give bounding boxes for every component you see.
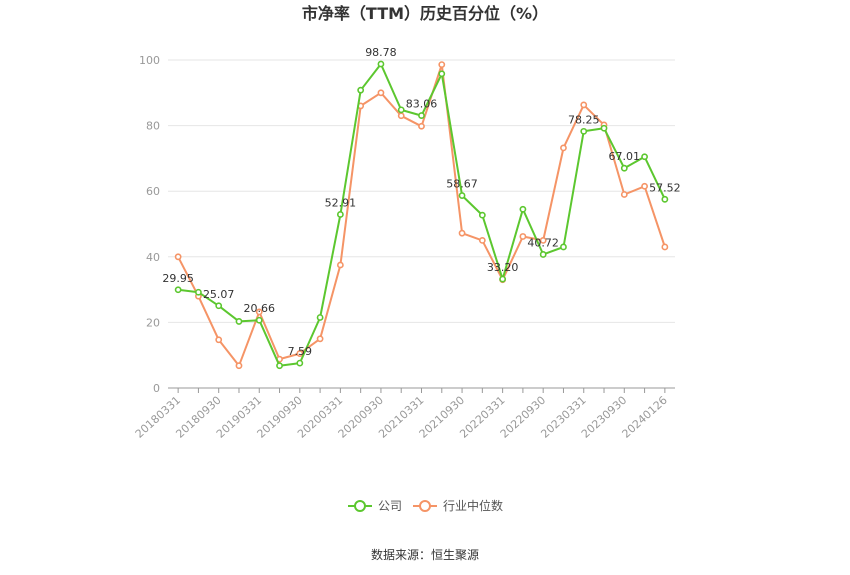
data-point (215, 302, 223, 310)
data-label: 20.66 (244, 302, 276, 315)
y-tick-label: 100 (139, 54, 160, 67)
data-label: 7.59 (288, 345, 313, 358)
data-label: 83.06 (406, 98, 438, 111)
data-label: 57.52 (649, 181, 681, 194)
data-point (620, 191, 628, 198)
data-point (397, 112, 405, 120)
data-point (174, 253, 182, 261)
data-point (539, 251, 547, 258)
data-point (316, 314, 324, 321)
data-point (377, 89, 385, 97)
legend-item-1[interactable]: 行业中位数 (413, 498, 503, 513)
data-source: 数据来源：恒生聚源 (371, 547, 479, 562)
data-point (560, 243, 567, 251)
data-label: 78.25 (568, 113, 600, 126)
legend-item-0[interactable]: 公司 (348, 499, 402, 513)
data-point (235, 362, 243, 370)
y-tick-label: 60 (146, 185, 160, 198)
data-point (316, 335, 324, 343)
y-tick-label: 80 (146, 120, 160, 133)
data-point (661, 195, 669, 203)
data-label: 52.91 (325, 196, 357, 209)
data-point (215, 336, 223, 344)
data-label: 40.72 (527, 236, 559, 249)
data-point (438, 61, 446, 68)
legend-label: 公司 (378, 499, 402, 513)
data-point (296, 359, 304, 367)
x-axis: 2018033120180930201903312019093020200331… (133, 387, 675, 441)
legend-swatch-marker (354, 500, 366, 512)
data-point (458, 229, 466, 237)
y-tick-label: 40 (146, 251, 160, 264)
data-point (641, 153, 648, 161)
data-label: 58.67 (446, 178, 478, 191)
series-group (174, 60, 669, 370)
data-point (397, 106, 405, 114)
data-point (336, 261, 344, 269)
y-axis-ticks: 0 20 40 60 80 100 (139, 54, 160, 395)
data-point (580, 127, 588, 135)
data-point (458, 192, 466, 199)
y-tick-label: 0 (153, 382, 160, 395)
data-point (499, 275, 507, 283)
data-label: 98.78 (365, 46, 397, 59)
data-point (296, 350, 304, 357)
data-label: 29.95 (162, 272, 194, 285)
data-point (276, 362, 283, 370)
legend-swatch-marker (419, 500, 431, 512)
data-point (661, 243, 669, 251)
data-point (580, 101, 588, 109)
data-point (519, 205, 527, 213)
data-point (478, 236, 486, 244)
data-point (255, 316, 263, 324)
data-point (377, 60, 385, 68)
data-point (519, 233, 527, 240)
data-point (560, 144, 567, 152)
series-0 (174, 60, 669, 370)
data-label: 33.20 (487, 261, 519, 274)
data-point (418, 112, 425, 119)
data-point (336, 211, 344, 218)
data-point (620, 164, 628, 172)
y-tick-label: 20 (146, 316, 160, 329)
data-labels: 29.95 25.07 20.66 7.59 52.91 98.78 83.06 58.67 3… (162, 46, 680, 358)
data-label: 67.01 (609, 150, 641, 163)
data-point (418, 122, 425, 130)
data-point (174, 286, 182, 294)
data-point (357, 86, 365, 94)
data-label: 25.07 (203, 288, 235, 301)
chart-title: 市净率（TTM）历史百分位（%） (302, 4, 548, 23)
x-tick-label: 20240126 (620, 394, 670, 441)
data-point (600, 124, 608, 132)
data-point (641, 182, 648, 190)
data-point (438, 70, 446, 78)
series-1 (174, 61, 669, 370)
data-point (195, 288, 202, 296)
data-point (235, 318, 243, 325)
legend-label: 行业中位数 (443, 498, 503, 513)
data-point (539, 236, 547, 244)
grid-lines (168, 59, 675, 323)
data-point (478, 211, 486, 219)
data-point (255, 308, 263, 316)
legend[interactable]: 公司 行业中位数 (348, 498, 503, 513)
